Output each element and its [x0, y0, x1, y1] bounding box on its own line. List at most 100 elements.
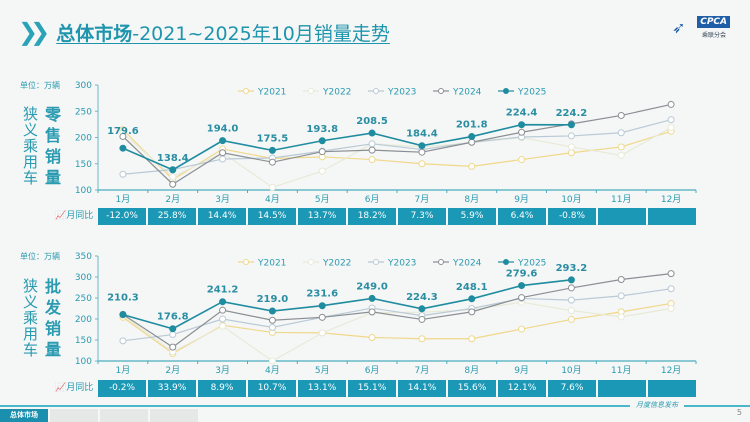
yoy-cell: -0.2% [98, 380, 146, 397]
data-point-Y2025 [219, 137, 227, 145]
y-tick-label: 350 [75, 252, 92, 262]
x-tick-label: 11月 [611, 194, 631, 205]
series-line-Y2023 [122, 288, 672, 342]
legend-marker-Y2023 [373, 259, 379, 265]
legend-entry: Y2024 [452, 259, 482, 269]
data-point-Y2022 [567, 307, 575, 315]
yoy-cell: 8.9% [198, 380, 246, 397]
data-point-Y2024 [617, 276, 625, 284]
x-tick-label: 12月 [661, 365, 681, 376]
data-point-Y2022 [219, 322, 227, 330]
x-tick-label: 2月 [165, 365, 180, 376]
data-point-Y2024 [119, 132, 127, 140]
yoy-cell: 13.7% [298, 208, 346, 225]
data-point-Y2024 [518, 294, 526, 302]
logo-sub: 乘联分会 [701, 32, 726, 39]
y-tick-label: 200 [75, 315, 92, 325]
data-point-Y2023 [368, 140, 376, 148]
page-title: 总体市场-2021~2025年10月销量走势 [56, 19, 390, 46]
page-number: 5 [736, 408, 742, 417]
data-point-Y2023 [169, 331, 177, 339]
legend-entry: Y2025 [517, 259, 546, 269]
data-label: 194.0 [207, 124, 239, 135]
data-point-Y2021 [567, 315, 575, 323]
data-point-Y2025 [119, 311, 127, 319]
legend-entry: Y2022 [322, 259, 351, 269]
page-header: ❯❯ 总体市场-2021~2025年10月销量走势 [18, 18, 390, 46]
data-point-Y2025 [418, 305, 426, 313]
series-line-Y2022 [122, 127, 672, 189]
y-tick-label: 300 [75, 273, 92, 283]
data-label: 193.8 [306, 124, 338, 135]
data-point-Y2024 [518, 128, 526, 136]
series-line-Y2025 [122, 123, 572, 171]
series-line-Y2023 [122, 119, 672, 175]
data-point-Y2024 [368, 308, 376, 316]
x-tick-label: 7月 [415, 365, 430, 376]
cpca-logo: ➶ CPCA 乘联分会 [672, 16, 730, 42]
yoy-cell: 13.1% [298, 380, 346, 397]
data-point-Y2025 [518, 282, 526, 290]
data-point-Y2024 [169, 180, 177, 188]
x-tick-label: 6月 [365, 365, 380, 376]
data-point-Y2022 [617, 313, 625, 321]
yoy-cell: 7.6% [548, 380, 596, 397]
data-point-Y2023 [667, 285, 675, 293]
legend-marker-Y2021 [243, 259, 249, 265]
yoy-cell [598, 380, 646, 397]
y-tick-label: 150 [75, 160, 92, 170]
legend-entry: Y2023 [387, 88, 416, 98]
tab-3[interactable] [100, 409, 148, 422]
data-point-Y2025 [418, 142, 426, 150]
data-point-Y2024 [667, 270, 675, 278]
y-tick-label: 250 [75, 107, 92, 117]
data-label: 248.1 [456, 282, 488, 293]
data-label: 249.0 [356, 281, 388, 292]
x-tick-label: 3月 [215, 365, 230, 376]
data-point-Y2025 [318, 137, 326, 145]
yoy-cell: 10.7% [248, 380, 296, 397]
x-tick-label: 4月 [265, 365, 280, 376]
data-point-Y2024 [468, 308, 476, 316]
data-point-Y2024 [667, 100, 675, 108]
logo-text: CPCA [697, 16, 730, 28]
tab-4[interactable] [150, 409, 198, 422]
yoy-cell [598, 208, 646, 225]
x-tick-label: 9月 [514, 194, 529, 205]
data-label: 224.3 [406, 292, 438, 303]
data-point-Y2023 [119, 337, 127, 345]
data-point-Y2024 [318, 148, 326, 156]
legend-marker-Y2021 [243, 88, 249, 94]
data-point-Y2025 [268, 146, 276, 154]
tab-overall-market[interactable]: 总体市场 [0, 409, 48, 422]
data-point-Y2025 [169, 325, 177, 333]
x-tick-label: 8月 [464, 194, 479, 205]
y-tick-label: 100 [75, 186, 92, 196]
data-label: 241.2 [207, 285, 239, 296]
yoy-cell: 15.6% [448, 380, 496, 397]
legend-entry: Y2023 [387, 259, 416, 269]
data-point-Y2021 [418, 160, 426, 168]
series-line-Y2025 [122, 279, 572, 330]
yoy-cell: 15.1% [348, 380, 396, 397]
legend-marker-Y2022 [308, 88, 314, 94]
x-tick-label: 1月 [116, 194, 131, 205]
yoy-label-retail: 📈月同比 [55, 211, 94, 221]
yoy-cell: 14.1% [398, 380, 446, 397]
data-label: 175.5 [257, 133, 289, 144]
y-tick-label: 150 [75, 336, 92, 346]
footer-tabs: 总体市场 [0, 409, 200, 422]
data-point-Y2024 [169, 343, 177, 351]
data-point-Y2023 [219, 315, 227, 323]
data-point-Y2021 [418, 335, 426, 343]
x-tick-label: 4月 [265, 194, 280, 205]
tab-2[interactable] [50, 409, 98, 422]
legend-marker-Y2025 [503, 259, 509, 265]
data-point-Y2023 [219, 155, 227, 163]
data-point-Y2023 [567, 132, 575, 140]
data-point-Y2022 [318, 167, 326, 175]
data-point-Y2025 [567, 121, 575, 129]
data-label: 224.2 [556, 108, 588, 119]
data-point-Y2023 [617, 129, 625, 137]
data-label: 293.2 [556, 263, 588, 274]
